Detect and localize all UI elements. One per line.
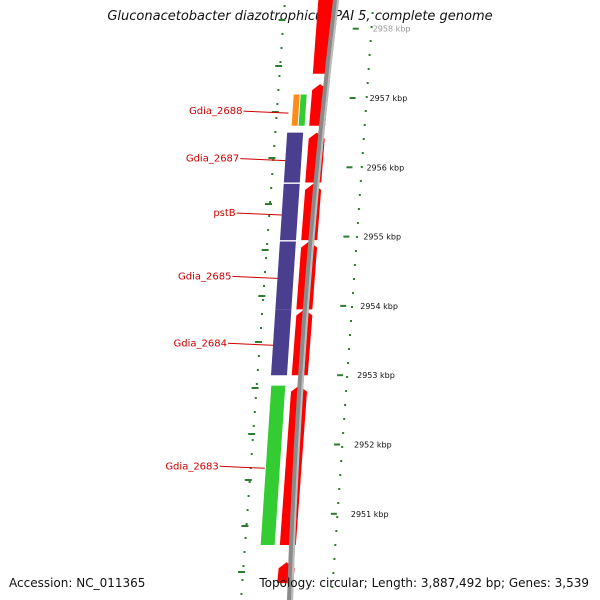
gene-label: Gdia_2688 (189, 106, 242, 117)
gene-feature (260, 385, 286, 545)
gene-feature (270, 309, 292, 376)
gene-label-leader (243, 110, 289, 114)
axis-tick-label: 2955 kbp (363, 233, 401, 242)
gene-label-leader (240, 158, 286, 162)
gene-feature (275, 241, 296, 310)
topology-text: Topology: circular; Length: 3,887,492 bp… (259, 576, 589, 590)
axis-tick-label: 2953 kbp (357, 371, 395, 380)
gene-label: Gdia_2684 (174, 338, 227, 349)
axis-tick-label: 2954 kbp (360, 302, 398, 311)
map-title: Gluconacetobacter diazotrophicus PAI 5, … (107, 9, 493, 24)
axis-tick-label: 2958 kbp (373, 25, 411, 34)
gene-feature (279, 183, 300, 241)
gene-feature (298, 94, 307, 126)
gene-label: pstB (213, 208, 235, 219)
backbone-line (287, 0, 339, 600)
axis-tick-label: 2956 kbp (366, 163, 404, 172)
gene-feature (291, 94, 300, 126)
gene-label: Gdia_2685 (178, 271, 231, 282)
backbone (287, 0, 339, 600)
axis-tick-label: 2957 kbp (370, 94, 408, 103)
tick-layer: 2958 kbp 2957 kbp 2956 kbp 2955 kbp 2954 kbp… (330, 25, 411, 519)
accession-text: Accession: NC_011365 (9, 576, 146, 590)
gene-label-leader (227, 342, 274, 346)
gene-label: Gdia_2687 (186, 154, 239, 165)
gene-label-leader (232, 275, 278, 279)
axis-tick-label: 2951 kbp (351, 510, 389, 519)
gene-label-leader (236, 212, 282, 216)
axis-tick-label: 2952 kbp (354, 441, 392, 450)
gene-track (260, 94, 307, 545)
backbone-dots (238, 5, 374, 595)
gene-labels: Gdia_2688 Gdia_2687 pstB Gdia_2685 Gdia_2684… (165, 106, 289, 472)
gene-feature (283, 132, 304, 183)
gene-label-leader (219, 465, 265, 469)
backbone-highlight (291, 0, 339, 600)
gene-label: Gdia_2683 (165, 461, 218, 472)
